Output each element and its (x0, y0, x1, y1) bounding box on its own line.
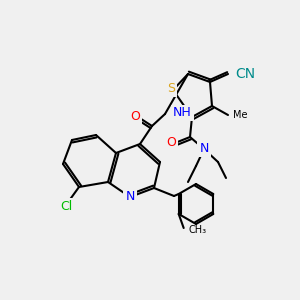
Text: N: N (125, 190, 135, 203)
Text: CN: CN (235, 67, 255, 81)
Text: S: S (167, 82, 175, 95)
Text: CH₃: CH₃ (189, 225, 207, 235)
Text: N: N (199, 142, 209, 155)
Text: O: O (166, 136, 176, 149)
Text: O: O (130, 110, 140, 122)
Text: NH: NH (173, 106, 192, 119)
Text: Cl: Cl (60, 200, 72, 212)
Text: Me: Me (233, 110, 247, 120)
